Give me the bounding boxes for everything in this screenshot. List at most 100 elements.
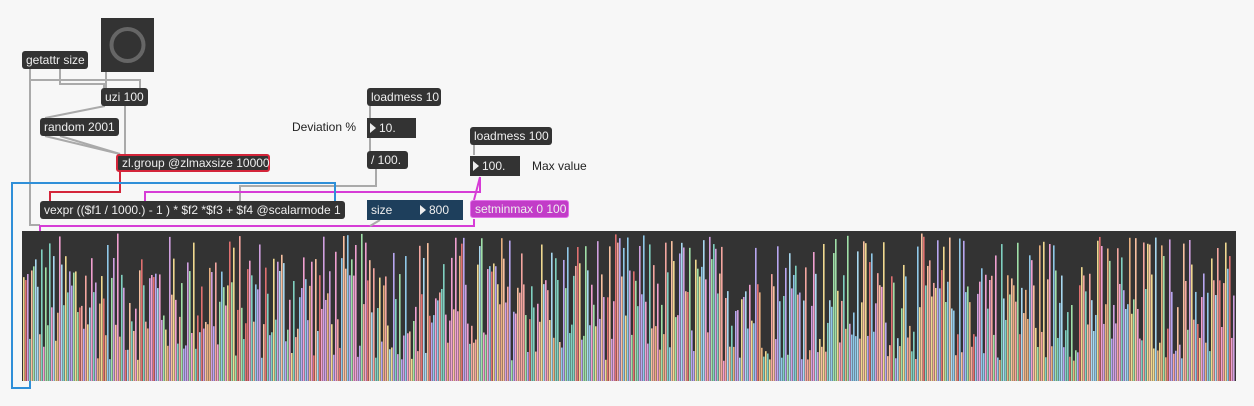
- slider-bar: [995, 255, 997, 381]
- slider-bar: [217, 344, 219, 381]
- object-box[interactable]: getattr size: [22, 51, 88, 69]
- slider-bar: [1175, 350, 1177, 381]
- slider-bar: [1205, 342, 1207, 381]
- slider-bar: [529, 319, 531, 381]
- slider-bar: [1065, 330, 1067, 381]
- slider-bar: [195, 348, 197, 381]
- slider-bar: [1197, 323, 1199, 381]
- slider-bar: [387, 325, 389, 381]
- message-box[interactable]: size: [367, 200, 417, 220]
- cable: [11, 182, 336, 389]
- slider-bar: [1193, 319, 1195, 381]
- object-box[interactable]: vexpr (($f1 / 1000.) - 1 ) * $f2 *$f3 + …: [40, 201, 345, 219]
- slider-bar: [655, 326, 657, 381]
- slider-bar: [619, 238, 621, 381]
- slider-bar: [95, 282, 97, 381]
- slider-bar: [453, 309, 455, 381]
- slider-bar: [153, 277, 155, 381]
- object-box[interactable]: loadmess 10: [367, 88, 441, 106]
- slider-bar: [825, 351, 827, 381]
- slider-bar: [581, 339, 583, 381]
- slider-bar: [309, 285, 311, 381]
- slider-bar: [517, 287, 519, 381]
- message-box[interactable]: setminmax 0 100: [470, 200, 569, 218]
- slider-bar: [779, 301, 781, 381]
- slider-bar: [667, 272, 669, 381]
- slider-bar: [961, 352, 963, 381]
- slider-bar: [975, 336, 977, 381]
- slider-bar: [1155, 237, 1157, 381]
- cable: [59, 135, 121, 155]
- number-box[interactable]: 10.: [367, 118, 416, 138]
- slider-bar: [203, 328, 205, 381]
- slider-bar: [427, 243, 429, 381]
- slider-bar: [781, 357, 783, 381]
- slider-bar: [219, 301, 221, 381]
- object-box[interactable]: random 2001: [40, 118, 119, 136]
- slider-bar: [873, 331, 875, 381]
- slider-bar: [1019, 334, 1021, 381]
- slider-bar: [999, 359, 1001, 381]
- slider-bar: [431, 322, 433, 381]
- slider-bar: [63, 305, 65, 381]
- slider-bar: [1099, 236, 1101, 381]
- number-box[interactable]: 100.: [470, 156, 520, 176]
- slider-bar: [783, 295, 785, 381]
- slider-bar: [851, 334, 853, 381]
- slider-bar: [843, 275, 845, 381]
- slider-bar: [1043, 241, 1045, 381]
- slider-bar: [1117, 248, 1119, 381]
- slider-bar: [471, 325, 473, 381]
- slider-bar: [673, 261, 675, 381]
- object-box[interactable]: zl.group @zlmaxsize 10000: [116, 154, 270, 172]
- slider-bar: [769, 359, 771, 381]
- slider-bar: [479, 246, 481, 381]
- slider-bar: [25, 280, 27, 381]
- slider-bar: [249, 260, 251, 381]
- number-box[interactable]: 800: [417, 200, 463, 220]
- slider-bar: [491, 271, 493, 381]
- slider-bar: [835, 239, 837, 381]
- slider-bar: [59, 236, 61, 381]
- slider-bar: [1183, 243, 1185, 381]
- slider-bar: [813, 252, 815, 381]
- dial[interactable]: [101, 18, 154, 72]
- object-box[interactable]: loadmess 100: [470, 127, 552, 145]
- slider-bar: [945, 302, 947, 381]
- slider-bar: [339, 347, 341, 381]
- slider-bar: [179, 316, 181, 381]
- slider-bar: [229, 241, 231, 381]
- slider-bar: [1097, 240, 1099, 381]
- slider-bar: [367, 280, 369, 381]
- slider-bar: [1129, 237, 1131, 381]
- slider-bar: [49, 243, 51, 381]
- slider-bar: [381, 341, 383, 381]
- slider-bar: [261, 357, 263, 381]
- object-box[interactable]: / 100.: [367, 151, 408, 169]
- slider-bar: [1075, 350, 1077, 381]
- object-box[interactable]: uzi 100: [101, 88, 148, 106]
- slider-bar: [965, 292, 967, 381]
- slider-bar: [1207, 292, 1209, 381]
- slider-bar: [693, 351, 695, 381]
- slider-bar: [959, 238, 961, 381]
- slider-bar: [801, 359, 803, 381]
- slider-bar: [949, 237, 951, 381]
- slider-bar: [383, 285, 385, 381]
- slider-bar: [557, 279, 559, 381]
- slider-bar: [951, 308, 953, 381]
- slider-bar: [333, 354, 335, 381]
- slider-bar: [925, 285, 927, 381]
- slider-bar: [793, 274, 795, 381]
- slider-bar: [1087, 324, 1089, 381]
- slider-bar: [771, 274, 773, 381]
- slider-bar: [817, 352, 819, 381]
- slider-bar: [677, 315, 679, 381]
- slider-bar: [241, 307, 243, 381]
- slider-bar: [27, 274, 29, 381]
- slider-bar: [719, 273, 721, 381]
- slider-bar: [643, 235, 645, 381]
- slider-bar: [265, 267, 267, 381]
- slider-bar: [1125, 309, 1127, 381]
